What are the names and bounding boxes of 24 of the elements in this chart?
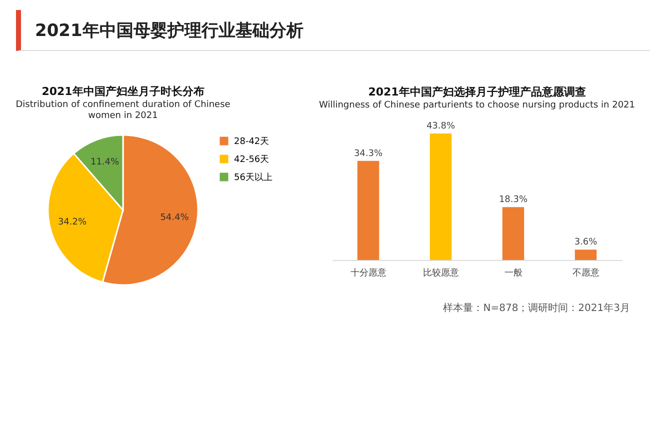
data-label: 18.3%	[498, 195, 528, 206]
bar	[430, 133, 452, 260]
data-label: 11.4%	[90, 157, 120, 168]
legend-label: 42-56天	[234, 154, 270, 165]
x-tick-label: 不愿意	[572, 268, 600, 278]
chart-subtitle: Distribution of confinement duration of Chinese women in 2021	[16, 100, 231, 121]
chart-title: 2021年中国产妇坐月子时长分布	[42, 85, 204, 98]
bar	[502, 207, 524, 260]
x-tick-label: 一般	[504, 268, 522, 278]
chart-subtitle: Willingness of Chinese parturients to choose nursing products in 2021	[319, 100, 635, 110]
data-label: 34.2%	[58, 217, 87, 228]
data-label: 43.8%	[426, 121, 456, 132]
data-label: 34.3%	[354, 148, 383, 159]
text: 2021年中国母婴护理行业基础分析	[16, 10, 650, 51]
legend-label: 56天以上	[234, 172, 272, 183]
bar	[574, 250, 597, 260]
data-label: 3.6%	[574, 238, 598, 248]
chart-title: 2021年中国产妇选择月子护理产品意愿调查	[368, 85, 586, 98]
legend-label: 28-42天	[234, 136, 270, 147]
x-tick-label: 十分愿意	[350, 268, 386, 278]
x-tick-label: 比较愿意	[422, 268, 459, 278]
text: 样本量：N=878；调研时间：2021年3月	[442, 302, 631, 315]
data-label: 54.4%	[160, 213, 190, 224]
bar	[357, 160, 380, 260]
